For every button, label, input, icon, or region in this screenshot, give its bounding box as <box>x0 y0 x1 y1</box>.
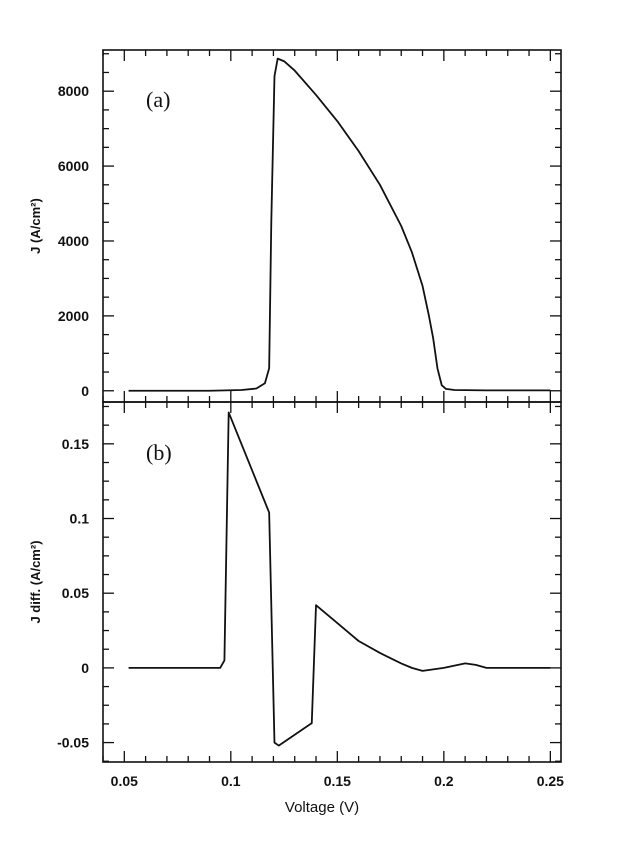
x-tick-label: 0.15 <box>324 773 351 789</box>
panel-b-series-line <box>128 411 551 747</box>
panel-b-xtick-labels: 0.05 0.1 0.15 0.2 0.25 <box>111 773 565 789</box>
y-tick-label: 0.1 <box>70 511 90 527</box>
panel-b-ytick-labels: -0.05 0 0.05 0.1 0.15 <box>57 436 89 751</box>
panel-a-y-axis-title: J (A/cm²) <box>28 198 43 254</box>
panel-a-series-line <box>128 57 551 392</box>
y-tick-label: 0.15 <box>62 436 89 452</box>
y-tick-label: 2000 <box>58 308 89 324</box>
y-tick-label: 6000 <box>58 158 89 174</box>
panel-b-ticks <box>102 402 561 762</box>
x-axis-title: Voltage (V) <box>285 799 359 816</box>
panel-a-label: (a) <box>146 87 170 112</box>
x-tick-label: 0.05 <box>111 773 138 789</box>
x-tick-label: 0.25 <box>537 773 564 789</box>
y-tick-label: -0.05 <box>57 735 89 751</box>
panel-b-label: (b) <box>146 440 172 465</box>
panel-a-ticks <box>102 50 561 402</box>
x-tick-label: 0.1 <box>221 773 241 789</box>
panel-b-frame <box>102 401 562 763</box>
panel-a: 0 2000 4000 6000 8000 (a) J (A/cm²) <box>28 49 562 403</box>
y-tick-label: 8000 <box>58 83 89 99</box>
panel-a-frame <box>102 49 562 403</box>
panel-b-y-axis-title: J diff. (A/cm²) <box>28 540 43 623</box>
x-tick-label: 0.2 <box>434 773 454 789</box>
panel-b: -0.05 0 0.05 0.1 0.15 0.05 0.1 0.15 0.2 0.25 (b)… <box>28 401 565 816</box>
y-tick-label: 0 <box>81 660 89 676</box>
y-tick-label: 0.05 <box>62 585 89 601</box>
y-tick-label: 4000 <box>58 233 89 249</box>
panel-a-ytick-labels: 0 2000 4000 6000 8000 <box>58 83 89 399</box>
y-tick-label: 0 <box>81 383 89 399</box>
